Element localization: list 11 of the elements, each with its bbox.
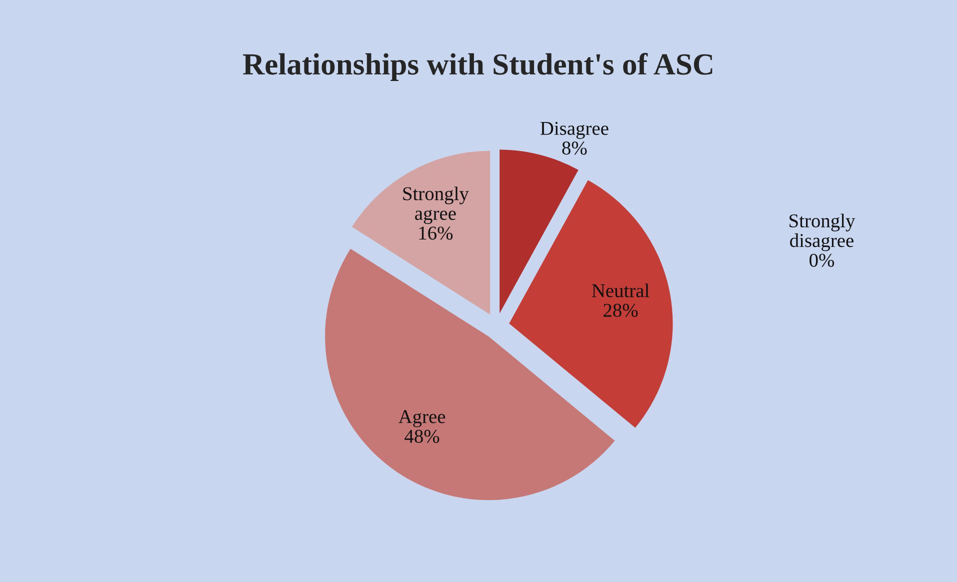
data-label: 8% [562, 142, 587, 155]
slice-label: Neutral [592, 284, 650, 298]
data-label: 16% [419, 226, 453, 240]
data-label: 48% [404, 430, 440, 443]
data-label: 28% [604, 304, 638, 317]
category-label: Strongly disagree [790, 214, 856, 252]
text: 0% [810, 254, 834, 267]
slice-label: Strongly agree [403, 186, 469, 224]
slice-label: Disagree [540, 122, 608, 139]
chart-title: Relationships with Student's of ASC [243, 52, 712, 81]
slice-label: Agree [398, 410, 446, 428]
